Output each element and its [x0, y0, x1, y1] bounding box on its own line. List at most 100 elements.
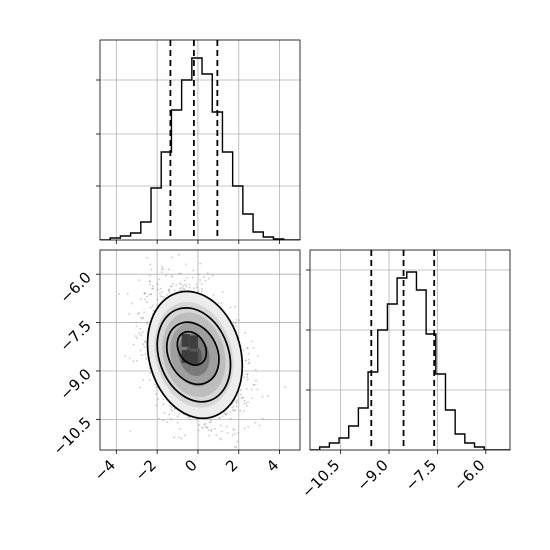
joint-point — [181, 247, 183, 249]
joint-ticks — [96, 273, 280, 454]
joint-point — [149, 371, 152, 374]
joint-point — [132, 360, 135, 363]
joint-point — [209, 419, 212, 422]
joint-point — [149, 283, 152, 286]
joint-point — [136, 337, 139, 340]
joint-point — [148, 274, 151, 277]
joint-point — [93, 380, 95, 382]
joint-point — [219, 437, 221, 439]
joint-point — [183, 434, 186, 437]
hist-param2-xtick-label: −7.5 — [402, 456, 440, 494]
joint-point — [211, 274, 214, 277]
joint-point — [195, 286, 198, 289]
joint-point — [156, 283, 159, 286]
joint-point — [156, 299, 159, 301]
joint-point — [149, 263, 152, 266]
joint-point — [233, 429, 236, 431]
joint-point — [159, 292, 162, 295]
joint-point — [169, 417, 172, 420]
joint-point — [201, 455, 203, 457]
joint-point — [242, 396, 245, 399]
joint-point — [261, 395, 264, 398]
joint-contours — [146, 290, 244, 420]
joint-point — [200, 290, 203, 293]
joint-point — [155, 392, 158, 395]
joint-point — [180, 437, 183, 440]
joint-point — [162, 419, 165, 422]
joint-point — [176, 421, 179, 424]
joint-point — [201, 426, 203, 429]
joint-point — [244, 359, 247, 362]
joint-point — [221, 415, 224, 418]
joint-point — [231, 406, 234, 409]
joint-point — [199, 262, 202, 265]
hist-param2-grid — [310, 250, 510, 450]
joint-point — [245, 387, 248, 390]
joint-point — [215, 434, 218, 436]
joint-point — [129, 430, 132, 433]
joint-point — [179, 428, 182, 430]
joint-point — [220, 438, 223, 441]
joint-point — [225, 413, 228, 416]
joint-point — [171, 410, 174, 412]
joint-point — [229, 454, 231, 456]
joint-point — [179, 282, 181, 285]
joint-point — [233, 409, 235, 412]
joint-xtick-label: 0 — [181, 456, 200, 475]
joint-point — [188, 476, 190, 478]
joint-point — [235, 401, 238, 404]
hist-param1-grid — [100, 40, 300, 240]
joint-point — [203, 423, 206, 426]
joint-density-cell — [189, 351, 198, 365]
joint-point — [124, 355, 127, 358]
joint-point — [144, 340, 147, 342]
joint-point — [248, 361, 251, 364]
joint-point — [231, 434, 234, 437]
joint-point — [171, 256, 173, 259]
joint-point — [221, 291, 224, 293]
hist-param1-step-line — [100, 57, 300, 240]
hist-param2-bin — [349, 426, 359, 450]
joint-point — [185, 285, 188, 288]
joint-point — [240, 397, 243, 400]
joint-point — [176, 415, 179, 418]
hist-param1-panel — [96, 39, 301, 244]
joint-point — [170, 285, 173, 288]
joint-point — [170, 274, 173, 277]
joint-point — [151, 285, 154, 288]
joint-point — [239, 409, 242, 412]
joint-point — [254, 368, 257, 371]
joint-point — [186, 276, 188, 279]
joint-point — [219, 424, 222, 427]
joint-point — [184, 283, 187, 286]
joint-point — [206, 272, 209, 275]
joint-scatter-panel: −4 −2 0 2 4 −6.0 −7.5 −9.0 −10.5 — [50, 247, 301, 484]
joint-point — [128, 357, 131, 360]
joint-point — [237, 432, 240, 434]
joint-point — [135, 359, 138, 362]
joint-point — [131, 302, 134, 305]
joint-point — [163, 296, 166, 299]
joint-point — [144, 298, 147, 301]
joint-point — [178, 412, 181, 415]
joint-point — [143, 292, 146, 294]
joint-point — [195, 283, 198, 286]
joint-point — [231, 409, 234, 411]
hist-param1-bin — [202, 74, 212, 240]
hist-param1-frame — [100, 40, 300, 240]
joint-point — [243, 376, 246, 379]
joint-point — [144, 341, 147, 344]
joint-point — [233, 405, 235, 408]
hist-param2-bin — [397, 278, 407, 450]
joint-point — [158, 278, 161, 281]
joint-point — [246, 373, 249, 376]
joint-point — [145, 295, 148, 298]
joint-point — [244, 331, 247, 334]
hist-param1-bin — [151, 188, 161, 240]
joint-point — [175, 283, 178, 286]
joint-point — [139, 386, 141, 389]
joint-point — [161, 265, 163, 268]
joint-point — [247, 358, 250, 361]
joint-contour-level-4 — [146, 290, 244, 420]
hist-param1-bin — [222, 152, 232, 240]
